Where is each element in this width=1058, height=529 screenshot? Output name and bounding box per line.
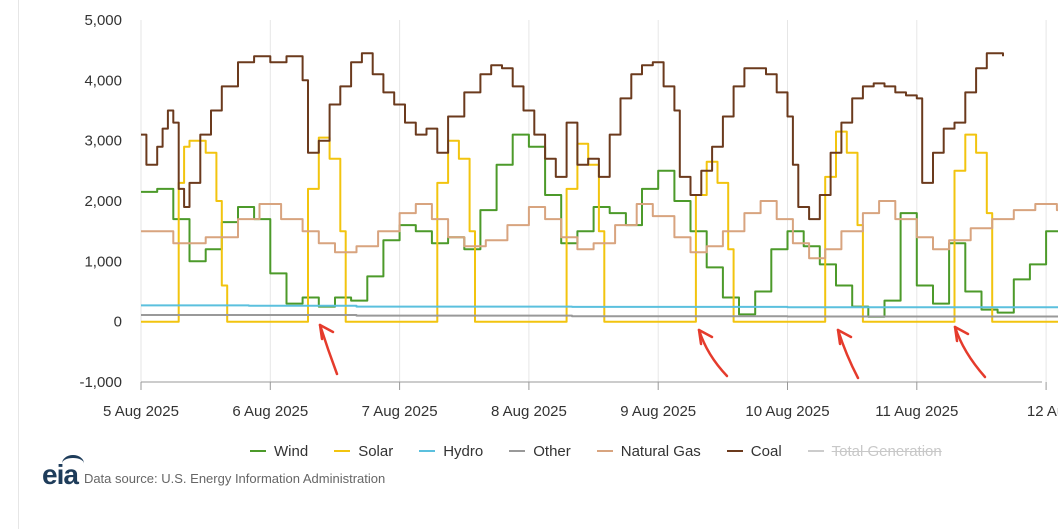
legend-item-hydro[interactable]: Hydro [419,443,483,460]
y-tick-label-3: 2,000 [84,193,122,210]
x-tick-label-7: 12 Au [1027,403,1058,420]
y-tick-label-5: 0 [114,314,122,331]
legend-label-natural-gas: Natural Gas [620,442,701,460]
x-tick-label-5: 10 Aug 2025 [745,403,829,420]
y-tick-label-0: 5,000 [84,12,122,29]
eia-logo: eia [42,455,84,489]
series-lines [141,52,1058,323]
series-line-solar [141,130,1058,323]
left-border [0,0,19,529]
y-axis-labels: 5,000 4,000 3,000 2,000 1,000 0 -1,000 [79,12,122,391]
legend-swatch-other [509,450,526,452]
footer: eia Data source: U.S. Energy Information… [42,455,386,489]
legend: Wind Solar Hydro Other Natural Gas Coal Total … [250,441,942,461]
y-tick-label-4: 1,000 [84,253,122,270]
legend-label-solar: Solar [358,442,394,460]
legend-label-hydro: Hydro [443,442,484,460]
series-line-wind [141,133,1058,318]
legend-item-coal[interactable]: Coal [726,442,782,460]
annotation-arrow-0 [318,323,339,376]
x-tick-label-0: 5 Aug 2025 [103,403,179,420]
annotation-arrowhead-0 [318,323,335,341]
annotation-arrowhead-2 [836,328,853,346]
legend-swatch-coal [726,450,743,452]
data-source-text: Data source: U.S. Energy Information Adm… [83,470,386,486]
annotation-arrow-3 [953,325,987,379]
y-tick-label-1: 4,000 [84,72,122,89]
legend-swatch-hydro [419,450,436,452]
annotation-arrowhead-1 [697,328,714,346]
series-line-hydro [141,304,1058,309]
legend-label-wind: Wind [274,442,309,460]
x-axis-labels: 5 Aug 2025 6 Aug 2025 7 Aug 2025 8 Aug 2025… [103,403,1058,420]
annotation-arrow-2 [836,328,860,380]
legend-item-wind[interactable]: Wind [250,443,308,460]
legend-swatch-natural-gas [596,450,613,452]
y-tick-label-2: 3,000 [84,133,122,150]
series-line-other [141,314,1058,318]
legend-label-coal: Coal [750,442,782,460]
legend-item-natural-gas[interactable]: Natural Gas [596,442,701,460]
legend-label-other: Other [533,442,571,460]
y-tick-label-6: -1,000 [79,374,122,391]
legend-item-other[interactable]: Other [509,443,571,460]
legend-swatch-solar [334,450,351,452]
legend-item-total-generation[interactable]: Total Generation [807,442,942,460]
series-line-natural-gas [141,200,1058,260]
legend-swatch-wind [250,450,266,452]
series-line-coal [141,52,1004,221]
x-tick-label-3: 8 Aug 2025 [491,403,567,420]
x-tick-label-6: 11 Aug 2025 [875,403,958,420]
x-tick-label-2: 7 Aug 2025 [362,403,438,420]
x-tick-label-1: 6 Aug 2025 [232,403,308,420]
legend-item-solar[interactable]: Solar [334,443,393,460]
generation-line-chart: 5,000 4,000 3,000 2,000 1,000 0 -1,000 5 Aug 2… [79,12,1058,420]
annotation-arrowhead-3 [953,325,970,343]
legend-label-total-generation: Total Generation [831,442,942,460]
annotation-arrows [318,323,987,380]
x-tick-label-4: 9 Aug 2025 [620,403,696,420]
legend-swatch-total-generation [807,450,824,452]
